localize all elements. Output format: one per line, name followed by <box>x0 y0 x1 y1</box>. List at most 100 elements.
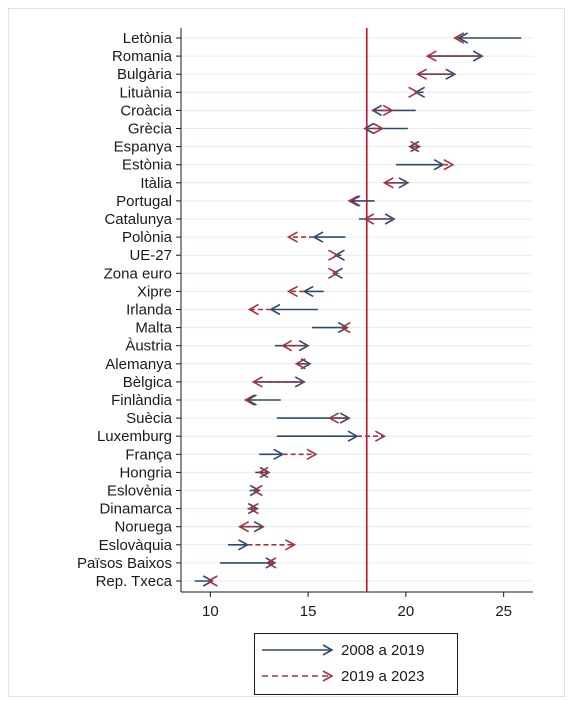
category-label: UE-27 <box>129 247 172 264</box>
arrow-2019-2023 <box>363 213 395 225</box>
category-label: Bulgària <box>117 66 173 83</box>
arrow-2019-2023 <box>286 285 305 298</box>
arrow-2019-2023 <box>247 539 297 551</box>
arrow-2019-2023 <box>206 575 218 587</box>
arrow-2019-2023-head <box>363 213 375 225</box>
axes: 10 15 20 25 <box>176 28 533 620</box>
category-label: Malta <box>135 320 172 337</box>
category-label: Espanya <box>114 139 173 156</box>
arrow-2019-2023 <box>243 394 255 406</box>
arrow-2019-2023 <box>257 466 269 479</box>
x-tick-label: 10 <box>202 603 219 620</box>
category-label: Suècia <box>126 410 173 427</box>
arrow-2019-2023 <box>357 430 387 442</box>
arrow-2019-2023-head <box>251 376 263 388</box>
category-label: Àustria <box>125 338 172 355</box>
arrow-2019-2023 <box>265 557 277 569</box>
arrow-2019-2023-head <box>286 231 298 243</box>
arrow-2019-2023 <box>347 195 359 207</box>
arrow-2019-2023-head <box>382 177 394 189</box>
x-tick-label: 15 <box>300 603 317 620</box>
category-label: Irlanda <box>126 302 173 319</box>
legend-dashed-arrowhead <box>322 670 334 682</box>
category-label: Rep. Txeca <box>96 573 173 590</box>
category-label: Estònia <box>122 157 173 174</box>
category-label: Dinamarca <box>99 501 172 518</box>
category-label: Hongria <box>119 464 172 481</box>
arrow-2019-2023 <box>247 303 271 316</box>
gridlines <box>181 37 533 582</box>
arrow-2019-2023 <box>425 50 483 62</box>
arrow-2019-2023-head <box>238 521 250 533</box>
arrow-2019-2023-head <box>265 557 277 569</box>
legend-label-series-1: 2008 a 2019 <box>341 642 424 659</box>
arrow-2019-2023-head <box>328 267 340 279</box>
category-label: Portugal <box>116 193 172 210</box>
arrow-2019-2023 <box>415 68 455 80</box>
arrow-2019-2023 <box>409 140 422 153</box>
legend: 2008 a 2019 2019 a 2023 <box>254 633 458 695</box>
arrow-marks <box>194 28 522 592</box>
legend-box <box>254 633 458 695</box>
x-tick-label: 25 <box>495 603 512 620</box>
category-label: Zona euro <box>104 265 172 282</box>
arrow-2019-2023 <box>328 249 340 261</box>
arrow-2019-2023 <box>282 448 318 460</box>
category-label: Croàcia <box>120 102 172 119</box>
arrow-2019-2023 <box>364 122 385 135</box>
arrow-2019-2023-head <box>251 484 263 497</box>
arrow-2019-2023-head <box>327 412 340 424</box>
category-label: Eslovàquia <box>99 537 173 554</box>
arrow-2019-2023-head <box>373 122 385 135</box>
arrow-2019-2023-head <box>285 539 297 551</box>
legend-solid-arrowhead <box>322 644 334 656</box>
arrow-2019-2023 <box>372 104 394 117</box>
arrow-2019-2023 <box>443 159 455 171</box>
arrow-2019-2023 <box>408 86 420 98</box>
arrow-2019-2023 <box>286 231 314 243</box>
arrow-2019-2023 <box>247 502 259 515</box>
category-label: Letònia <box>123 30 173 47</box>
arrow-2019-2023-head <box>257 466 269 479</box>
category-label: Itàlia <box>140 175 172 192</box>
outer-frame <box>8 8 565 697</box>
arrow-2019-2023-head <box>281 340 293 352</box>
arrow-2019-2023 <box>382 177 408 189</box>
arrow-2019-2023-head <box>206 575 218 587</box>
arrow-2019-2023-head <box>408 86 420 98</box>
category-label: Lituània <box>119 84 172 101</box>
category-label: Finlàndia <box>111 392 173 409</box>
arrow-2019-2023-head <box>453 32 465 44</box>
arrow-2019-2023-head <box>294 358 306 370</box>
category-label: Alemanya <box>105 356 172 373</box>
arrow-2019-2023 <box>339 321 351 334</box>
arrow-2019-2023 <box>294 358 311 370</box>
arrow-2019-2023-head <box>443 159 455 171</box>
x-tick-label: 20 <box>398 603 415 620</box>
arrow-2019-2023 <box>328 267 340 279</box>
arrow-2019-2023-head <box>328 249 340 261</box>
arrow-2019-2023 <box>327 412 350 424</box>
arrow-2019-2023 <box>453 32 465 44</box>
arrow-2019-2023-head <box>247 502 259 515</box>
category-label: Eslovènia <box>107 483 173 500</box>
category-label: Grècia <box>128 121 173 138</box>
arrow-2019-2023-head <box>247 303 259 316</box>
arrow-2019-2023-head <box>243 394 255 406</box>
arrow-2019-2023 <box>281 340 309 352</box>
category-label: Bèlgica <box>123 374 173 391</box>
legend-label-series-2: 2019 a 2023 <box>341 668 424 685</box>
arrow-2019-2023-head <box>410 140 422 153</box>
arrow-2019-2023 <box>238 521 264 533</box>
arrow-2019-2023 <box>251 484 263 497</box>
category-label: Catalunya <box>104 211 172 228</box>
category-label: Luxemburg <box>97 428 172 445</box>
arrow-2019-2023 <box>251 376 305 388</box>
category-label: Xipre <box>137 283 172 300</box>
arrow-2019-2023-head <box>286 285 298 298</box>
arrow-2019-2023-head <box>306 448 318 460</box>
arrow-2019-2023-head <box>374 430 387 442</box>
